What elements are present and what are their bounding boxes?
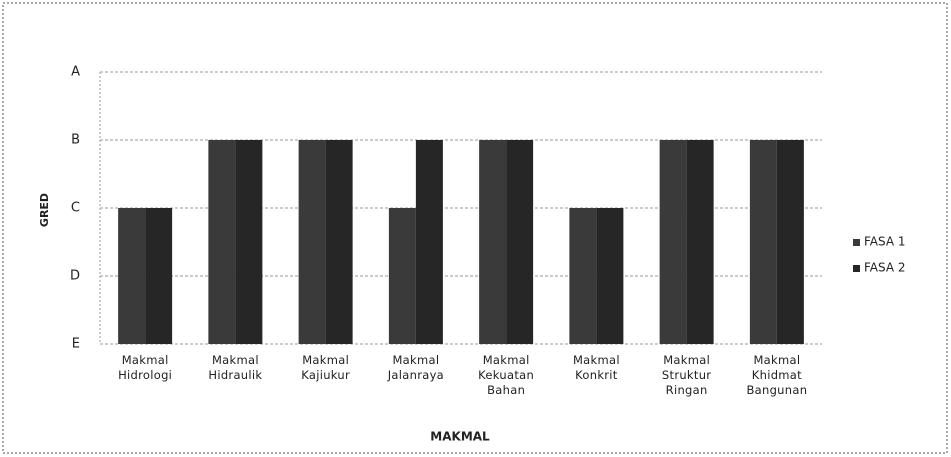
legend-swatch xyxy=(853,265,860,272)
legend-label: FASA 2 xyxy=(864,261,906,275)
bar xyxy=(118,208,146,344)
bar xyxy=(208,140,236,344)
x-tick-label: Makmal Struktur Ringan xyxy=(661,353,712,397)
x-tick-label: Makmal Konkrit xyxy=(572,353,620,382)
bar xyxy=(596,208,624,344)
legend-label: FASA 1 xyxy=(864,235,906,249)
bar xyxy=(749,140,777,344)
x-tick-label: Makmal Kajiukur xyxy=(301,353,351,382)
x-axis-title: MAKMAL xyxy=(430,430,490,444)
bar xyxy=(569,208,597,344)
bar xyxy=(298,140,326,344)
y-tick-label: E xyxy=(72,337,80,352)
legend-swatch xyxy=(853,239,860,246)
bar xyxy=(415,140,443,344)
x-tick-label: Makmal Jalanraya xyxy=(387,353,445,382)
y-tick-label: D xyxy=(70,269,80,284)
x-tick-label: Makmal Hidrologi xyxy=(118,353,173,382)
bar xyxy=(479,140,507,344)
x-tick-label: Makmal Kekuatan Bahan xyxy=(478,353,535,397)
bar xyxy=(659,140,687,344)
y-tick-label: C xyxy=(71,201,80,216)
bar xyxy=(686,140,714,344)
y-tick-label: B xyxy=(71,133,80,148)
bar xyxy=(235,140,263,344)
bar xyxy=(145,208,173,344)
y-axis-title: GRED xyxy=(38,193,51,227)
bar xyxy=(776,140,804,344)
bar xyxy=(388,208,416,344)
bar xyxy=(325,140,353,344)
y-tick-label: A xyxy=(71,65,80,80)
x-tick-label: Makmal Hidraulik xyxy=(208,353,263,382)
x-tick-label: Makmal Khidmat Bangunan xyxy=(746,353,808,397)
bar xyxy=(506,140,534,344)
